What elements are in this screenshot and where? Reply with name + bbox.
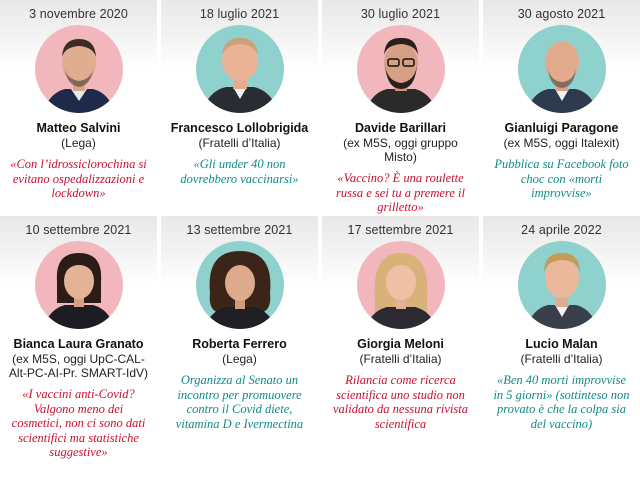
person-name: Gianluigi Paragone xyxy=(504,121,619,135)
card-ferrero: 13 settembre 2021 Roberta Ferrero (Lega)… xyxy=(161,216,318,477)
person-quote: «Ben 40 morti improvvise in 5 giorni» (s… xyxy=(493,373,630,431)
portrait-illustration xyxy=(525,41,598,113)
portrait-photo xyxy=(34,25,123,113)
portrait-illustration xyxy=(364,253,437,329)
card-paragone: 30 agosto 2021 Gianluigi Paragone (ex M5… xyxy=(483,0,640,216)
portrait-photo xyxy=(34,241,123,329)
card-date: 13 settembre 2021 xyxy=(186,223,293,237)
person-party: (Lega) xyxy=(61,136,96,150)
portrait-photo xyxy=(356,25,445,113)
person-name: Bianca Laura Granato xyxy=(13,337,144,351)
person-quote: «Con l’idrossiclorochina si evitano ospe… xyxy=(10,157,147,200)
card-malan: 24 aprile 2022 Lucio Malan (Fratelli d’I… xyxy=(483,216,640,477)
person-quote: Rilancia come ricerca scientifica uno st… xyxy=(332,373,469,431)
card-salvini: 3 novembre 2020 Matteo Salvini (Lega) «C… xyxy=(0,0,157,216)
person-party: (ex M5S, oggi UpC-CAL-Alt-PC-AI-Pr. SMAR… xyxy=(8,352,149,380)
card-granato: 10 settembre 2021 Bianca Laura Granato (… xyxy=(0,216,157,477)
portrait-photo xyxy=(195,241,284,329)
portrait-photo xyxy=(517,241,606,329)
person-name: Matteo Salvini xyxy=(36,121,121,135)
person-party: (Fratelli d’Italia) xyxy=(520,352,603,366)
person-name: Davide Barillari xyxy=(354,121,446,135)
person-party: (ex M5S, oggi Italexit) xyxy=(503,136,620,150)
person-party: (Lega) xyxy=(222,352,257,366)
person-quote: «Vaccino? È una roulette russa e sei tu … xyxy=(336,171,465,214)
person-party: (ex M5S, oggi gruppo Misto) xyxy=(343,136,458,164)
person-name: Lucio Malan xyxy=(525,337,598,351)
card-date: 10 settembre 2021 xyxy=(25,223,132,237)
card-date: 18 luglio 2021 xyxy=(199,7,280,21)
portrait-illustration xyxy=(364,37,437,113)
card-meloni: 17 settembre 2021 Giorgia Meloni (Fratel… xyxy=(322,216,479,477)
card-date: 3 novembre 2020 xyxy=(29,7,128,21)
portrait-illustration xyxy=(525,253,598,329)
card-date: 24 aprile 2022 xyxy=(521,223,602,237)
portrait-photo xyxy=(195,25,284,113)
portrait-photo xyxy=(356,241,445,329)
person-name: Roberta Ferrero xyxy=(192,337,287,351)
card-date: 17 settembre 2021 xyxy=(347,223,454,237)
person-party: (Fratelli d’Italia) xyxy=(198,136,281,150)
person-quote: «Gli under 40 non dovrebbero vaccinarsi» xyxy=(180,157,299,186)
portrait-photo xyxy=(517,25,606,113)
card-lollobrigida: 18 luglio 2021 Francesco Lollobrigida (F… xyxy=(161,0,318,216)
card-date: 30 agosto 2021 xyxy=(517,7,606,21)
person-quote: Organizza al Senato un incontro per prom… xyxy=(175,373,304,431)
card-barillari: 30 luglio 2021 Davide Barillari (ex M5S,… xyxy=(322,0,479,216)
portrait-illustration xyxy=(203,251,276,329)
person-name: Giorgia Meloni xyxy=(357,337,444,351)
portrait-illustration xyxy=(42,253,115,329)
person-name: Francesco Lollobrigida xyxy=(170,121,309,135)
card-date: 30 luglio 2021 xyxy=(360,7,441,21)
portrait-illustration xyxy=(201,37,278,113)
person-party: (Fratelli d’Italia) xyxy=(359,352,442,366)
person-quote: Pubblica su Facebook foto choc con «mort… xyxy=(494,157,629,200)
person-quote: «I vaccini anti-Covid? Valgono meno dei … xyxy=(11,387,146,459)
portrait-illustration xyxy=(42,39,115,113)
